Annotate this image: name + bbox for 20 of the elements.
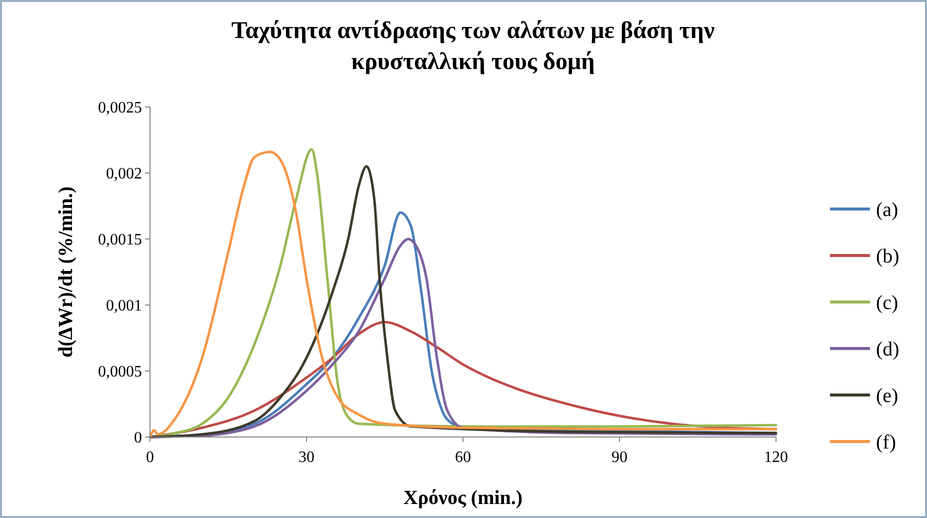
y-tick-label: 0,0025: [98, 100, 142, 117]
y-tick-label: 0,0015: [98, 232, 142, 249]
legend-label: (a): [876, 199, 898, 221]
x-tick-label: 30: [298, 449, 314, 466]
legend-label: (f): [876, 432, 896, 454]
y-tick-label: 0,0005: [98, 364, 142, 381]
x-axis-title: Χρόνος (min.): [403, 487, 523, 509]
legend-label: (e): [876, 385, 898, 407]
y-tick-label: 0: [134, 430, 142, 447]
legend-label: (b): [876, 246, 900, 268]
y-tick-label: 0,001: [106, 298, 142, 315]
y-axis-title: d(ΔWr)/dt (%/min.): [55, 186, 77, 358]
x-tick-label: 0: [146, 449, 154, 466]
chart-title: Ταχύτητα αντίδρασης των αλάτων με βάση την κρυσταλλική τους δομή: [231, 18, 715, 75]
x-tick-label: 120: [764, 449, 788, 466]
legend-label: (d): [876, 338, 900, 360]
legend-label: (c): [876, 292, 898, 314]
x-tick-label: 90: [612, 449, 628, 466]
x-tick-label: 60: [455, 449, 471, 466]
y-tick-label: 0,002: [106, 166, 142, 183]
